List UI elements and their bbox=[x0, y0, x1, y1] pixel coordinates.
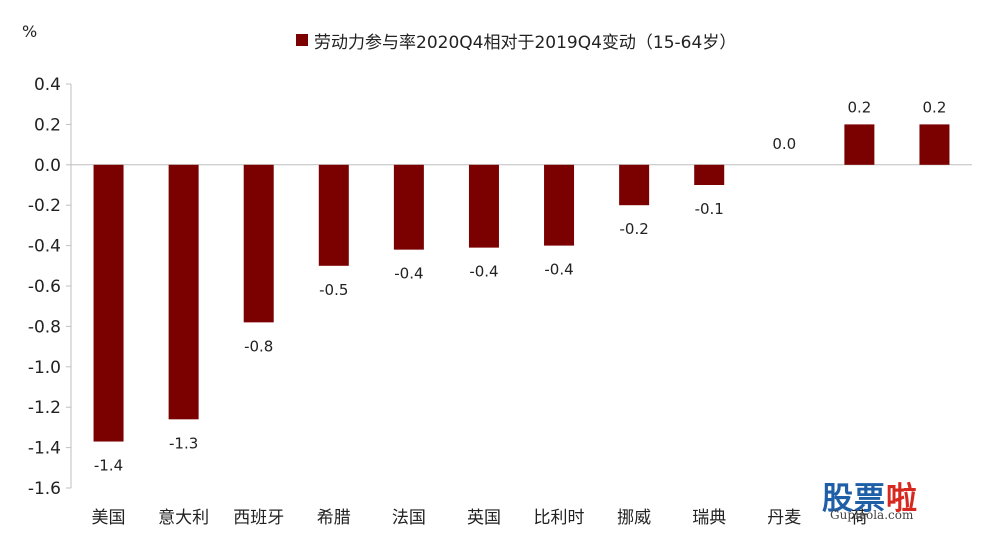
y-tick-label: 0.4 bbox=[34, 75, 61, 95]
data-label: -1.4 bbox=[94, 457, 123, 475]
x-tick-label: 瑞典 bbox=[692, 508, 726, 528]
y-tick-label: -1.4 bbox=[28, 439, 61, 459]
y-tick-label: -1.0 bbox=[28, 358, 61, 378]
y-tick-label: -0.6 bbox=[28, 277, 61, 297]
x-tick-label: 意大利 bbox=[158, 508, 209, 528]
data-label: -0.5 bbox=[319, 281, 348, 299]
bar bbox=[544, 164, 575, 246]
data-label: 0.2 bbox=[923, 98, 947, 116]
x-tick-label: 英国 bbox=[467, 508, 501, 528]
y-tick-label: -0.8 bbox=[28, 317, 61, 337]
y-tick-label: -0.2 bbox=[28, 196, 61, 216]
watermark-title-part-b: 啦 bbox=[886, 481, 918, 517]
data-label: -0.4 bbox=[544, 261, 573, 279]
watermark-title-part-a: 股票 bbox=[822, 481, 886, 517]
bar bbox=[243, 164, 274, 323]
x-tick-label: 比利时 bbox=[534, 508, 585, 528]
y-tick-label: -1.2 bbox=[28, 398, 61, 418]
x-tick-label: 法国 bbox=[392, 508, 426, 528]
watermark-url: Gupiaola.com bbox=[830, 508, 914, 522]
y-axis-unit-label: % bbox=[22, 22, 38, 41]
data-label: -0.8 bbox=[244, 337, 273, 355]
y-tick-label: -0.4 bbox=[28, 237, 61, 257]
x-tick-label: 希腊 bbox=[317, 508, 351, 528]
watermark-title: 股票啦 bbox=[822, 473, 918, 518]
legend: 劳动力参与率2020Q4相对于2019Q4变动（15-64岁） bbox=[296, 29, 737, 53]
bar bbox=[619, 164, 650, 206]
bar bbox=[168, 164, 199, 420]
x-tick-label: 美国 bbox=[92, 508, 126, 528]
data-label: -0.1 bbox=[695, 200, 724, 218]
data-label: 0.0 bbox=[772, 135, 796, 153]
y-tick-label: -1.6 bbox=[28, 479, 61, 499]
data-label: -0.4 bbox=[394, 265, 423, 283]
bar bbox=[318, 164, 349, 266]
data-label: 0.2 bbox=[847, 98, 871, 116]
data-label: -1.3 bbox=[169, 434, 198, 452]
x-tick-label: 挪威 bbox=[617, 508, 651, 528]
y-tick-label: 0.0 bbox=[34, 156, 61, 176]
legend-swatch bbox=[296, 34, 308, 46]
y-tick-label: 0.2 bbox=[34, 115, 61, 135]
bar bbox=[694, 164, 725, 185]
legend-label: 劳动力参与率2020Q4相对于2019Q4变动（15-64岁） bbox=[314, 32, 737, 53]
data-label: -0.4 bbox=[469, 263, 498, 281]
bar bbox=[919, 124, 950, 165]
data-label: -0.2 bbox=[619, 220, 648, 238]
x-tick-label: 荷 bbox=[851, 508, 868, 528]
x-tick-label: 西班牙 bbox=[233, 508, 284, 528]
bar bbox=[468, 164, 499, 248]
bar bbox=[844, 124, 875, 165]
x-tick-label: 丹麦 bbox=[767, 508, 801, 528]
bar bbox=[93, 164, 124, 442]
bar bbox=[393, 164, 424, 250]
watermark-logo: 股票啦 Gupiaola.com bbox=[822, 475, 972, 527]
